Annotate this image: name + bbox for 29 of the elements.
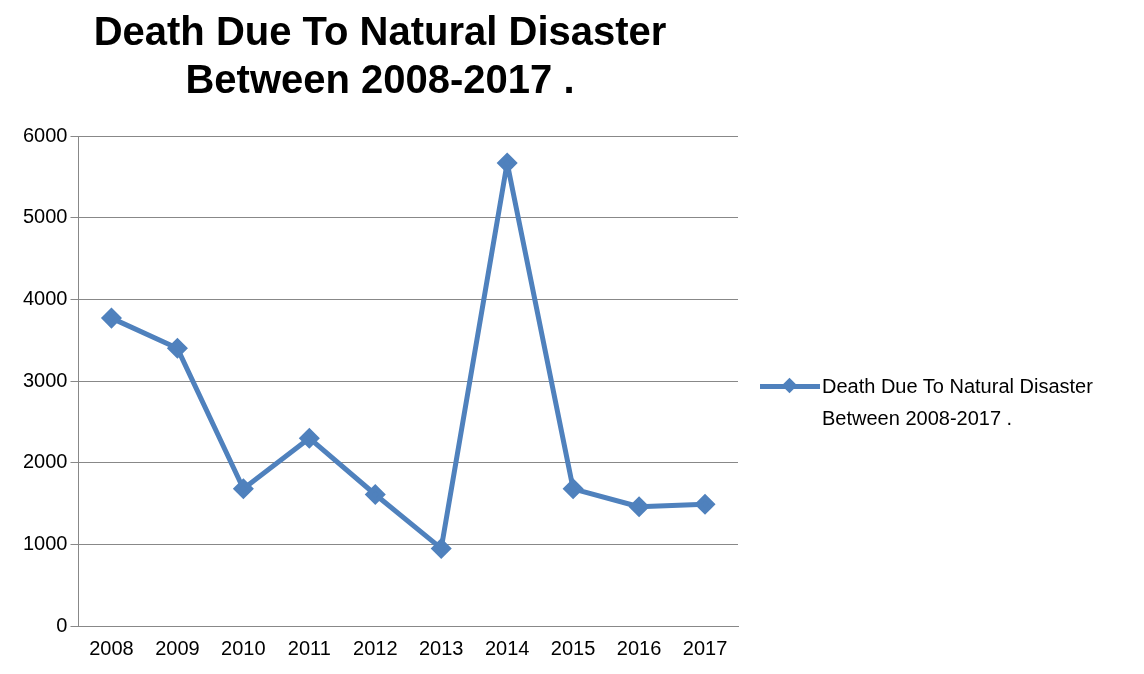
point xyxy=(299,428,319,448)
point xyxy=(167,338,187,358)
point xyxy=(365,485,385,505)
y-tick-label: 4000 xyxy=(22,286,68,309)
x-tick-label: 2016 xyxy=(616,636,662,659)
point xyxy=(629,497,649,517)
x-tick-label: 2009 xyxy=(155,636,200,659)
point xyxy=(695,494,715,514)
point xyxy=(233,479,253,499)
point xyxy=(563,479,583,499)
y-tick-label: 6000 xyxy=(22,123,68,146)
x-tick-label: 2017 xyxy=(682,636,728,659)
x-tick-label: 2014 xyxy=(484,636,530,659)
x-tick-label: 2008 xyxy=(89,636,134,659)
y-tick-label: 3000 xyxy=(22,368,68,391)
y-tick-label: 2000 xyxy=(22,450,68,473)
point xyxy=(431,538,451,558)
point xyxy=(497,153,517,173)
point xyxy=(101,308,121,328)
y-tick-label: 0 xyxy=(56,613,68,636)
x-tick-label: 2010 xyxy=(221,636,266,659)
y-tick-label: 5000 xyxy=(22,205,68,228)
legend-label: Death Due To Natural Disaster Between 2008-2017 . xyxy=(822,374,1094,431)
x-tick-label: 2015 xyxy=(550,636,596,659)
x-tick-label: 2012 xyxy=(353,636,398,659)
y-tick-label: 1000 xyxy=(22,531,68,554)
x-tick-label: 2013 xyxy=(418,636,464,659)
chart-title: Death Due To Natural Disaster Between 2008-2017 . xyxy=(93,9,667,102)
x-tick-label: 2011 xyxy=(287,636,331,659)
